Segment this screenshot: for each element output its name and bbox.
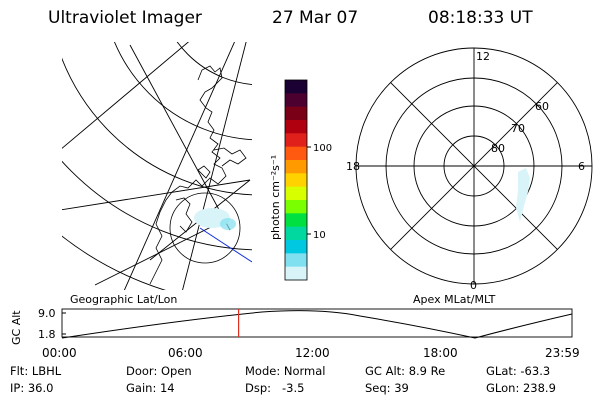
geographic-map (62, 42, 252, 290)
coastline (213, 147, 247, 167)
alt-ytick-low: 1.8 (38, 328, 56, 341)
colorbar-segment (285, 226, 307, 241)
colorbar-segment (285, 200, 307, 214)
coastline (149, 65, 227, 285)
aurora-patch (516, 168, 530, 222)
coastline (197, 165, 211, 179)
alt-xtick: 12:00 (295, 346, 330, 360)
left-map-label: Geographic Lat/Lon (70, 293, 177, 306)
color-bar (285, 80, 307, 281)
colorbar-segment (285, 173, 307, 188)
right-map-label: Apex MLat/MLT (413, 293, 496, 306)
colorbar-segment (285, 253, 307, 268)
lat-label-70: 70 (511, 122, 525, 135)
date-label: 27 Mar 07 (272, 8, 359, 28)
lat-label-80: 80 (491, 142, 505, 155)
mode-info: Mode: Normal (245, 364, 326, 378)
meridian (62, 42, 190, 149)
gain-info: Gain: 14 (126, 381, 175, 395)
mlt-label-0: 0 (470, 279, 477, 292)
terminator-line (199, 227, 252, 263)
door-info: Door: Open (126, 364, 192, 378)
colorbar-segment (285, 186, 307, 201)
colorbar-segment (285, 146, 307, 161)
mlt-label-6: 6 (578, 160, 585, 173)
polar-plot (355, 47, 593, 285)
colorbar-segment (285, 93, 307, 108)
time-label: 08:18:33 UT (428, 8, 533, 28)
ip-info: IP: 36.0 (10, 381, 54, 395)
aurora-patch (220, 218, 236, 230)
colorbar-segment (285, 133, 307, 148)
colorbar-segment (285, 213, 307, 228)
instrument-title: Ultraviolet Imager (48, 8, 202, 28)
meridian (129, 44, 231, 231)
alt-xtick: 23:59 (545, 346, 580, 360)
lat-label-60: 60 (535, 100, 549, 113)
filter-info: Flt: LBHL (10, 364, 62, 378)
alt-ylabel: GC Alt (10, 310, 23, 345)
meridian (123, 42, 235, 290)
lat-arc (176, 42, 252, 85)
meridian (182, 42, 247, 290)
colorbar-tick: 100 (313, 143, 332, 154)
altitude-curve (61, 310, 573, 339)
lat-arc (62, 160, 252, 251)
altitude-plot (61, 308, 573, 339)
mlt-label-18: 18 (346, 160, 360, 173)
seq-info: Seq: 39 (365, 381, 409, 395)
alt-xtick: 00:00 (42, 346, 77, 360)
meridian (94, 224, 216, 286)
imaging-circle (169, 192, 241, 264)
alt-ytick-high: 9.0 (38, 307, 56, 320)
altitude-frame (61, 308, 573, 338)
colorbar-segment (285, 160, 307, 174)
gc-alt-info: GC Alt: 8.9 Re (365, 364, 446, 378)
lat-arc (114, 42, 252, 141)
coastline (175, 197, 193, 233)
polar-axis (390, 82, 558, 250)
colorbar-unit-label: photon cm⁻²s⁻¹ (269, 155, 282, 240)
glat-info: GLat: -63.3 (486, 364, 551, 378)
mlt-label-12: 12 (476, 50, 490, 63)
colorbar-segment (285, 80, 307, 94)
glon-info: GLon: 238.9 (486, 381, 556, 395)
meridian (62, 179, 251, 211)
colorbar-tick: 10 (313, 230, 326, 241)
alt-xtick: 06:00 (168, 346, 203, 360)
dsp-info: Dsp: -3.5 (245, 381, 305, 395)
colorbar-segment (285, 120, 307, 134)
alt-xtick: 18:00 (423, 346, 458, 360)
colorbar-segment (285, 240, 307, 254)
colorbar-segment (285, 266, 307, 281)
colorbar-segment (285, 106, 307, 121)
